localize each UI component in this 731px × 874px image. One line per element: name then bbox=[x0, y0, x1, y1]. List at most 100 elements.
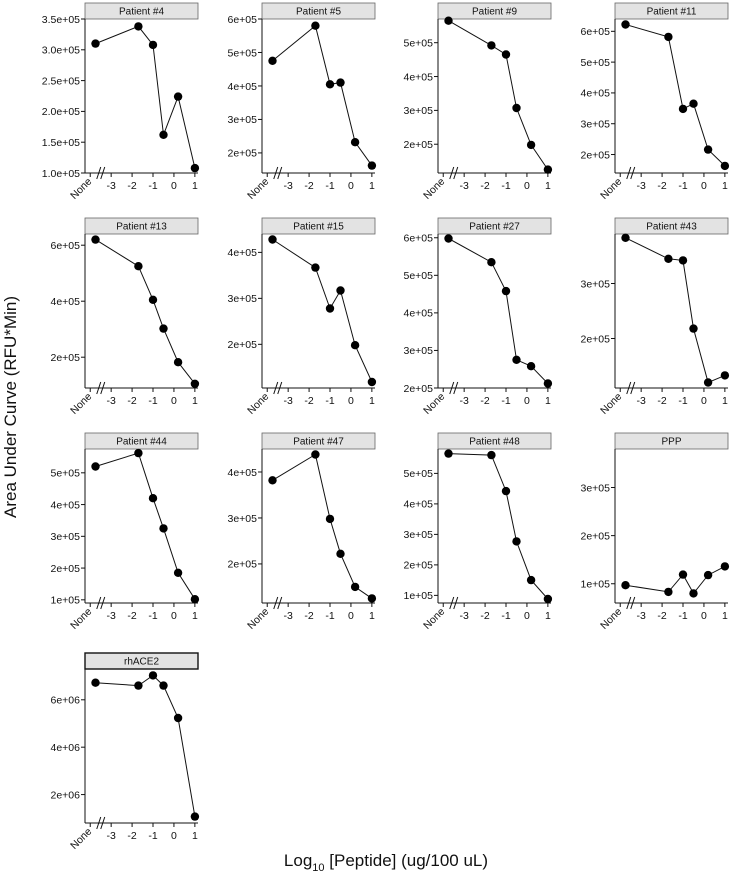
data-point bbox=[526, 362, 536, 371]
facet-strip bbox=[437, 2, 552, 20]
axis-break-mark bbox=[630, 166, 636, 180]
data-point bbox=[512, 355, 521, 364]
x-tick-label: -2 bbox=[127, 610, 136, 622]
y-tick-label: 1.5e+05 bbox=[42, 137, 80, 149]
y-tick-label: 6e+05 bbox=[404, 233, 434, 245]
data-point bbox=[311, 450, 320, 459]
y-tick-label: 4e+05 bbox=[404, 308, 434, 320]
data-point bbox=[159, 681, 168, 690]
data-point bbox=[543, 379, 553, 388]
data-point bbox=[512, 537, 521, 546]
axis-break-mark bbox=[273, 596, 279, 610]
facet-title: Patient #43 bbox=[646, 222, 697, 233]
data-point bbox=[91, 39, 100, 48]
facet-strip bbox=[614, 217, 729, 235]
x-tick-label: -3 bbox=[106, 395, 115, 407]
data-point bbox=[350, 138, 360, 147]
x-tick-label: -3 bbox=[283, 610, 292, 622]
data-point bbox=[501, 286, 511, 296]
data-point bbox=[173, 358, 183, 367]
series-line bbox=[95, 239, 196, 385]
data-point bbox=[487, 450, 496, 460]
data-point bbox=[173, 713, 183, 723]
y-tick-label: 2e+05 bbox=[581, 333, 611, 345]
data-point bbox=[268, 476, 277, 485]
data-point bbox=[190, 163, 200, 173]
x-tick-label: None bbox=[68, 826, 94, 852]
x-tick-label: -2 bbox=[304, 180, 313, 192]
y-tick-label: 6e+06 bbox=[51, 695, 81, 707]
x-tick-label: 0 bbox=[524, 395, 530, 407]
facet-strip bbox=[437, 217, 552, 235]
y-axis-label: Area Under Curve (RFU*Min) bbox=[1, 296, 20, 518]
series-line bbox=[625, 565, 726, 595]
data-point bbox=[148, 40, 158, 50]
data-point bbox=[91, 462, 100, 471]
facet-panel: Patient #9 2e+05 3e+05 4e+05 5e+05 None -3 -2 -1… bbox=[404, 2, 553, 202]
y-tick-label: 4e+05 bbox=[51, 499, 81, 511]
facet-title: Patient #27 bbox=[469, 222, 520, 233]
x-tick-label: 0 bbox=[171, 180, 177, 192]
y-tick-label: 2e+05 bbox=[404, 383, 434, 395]
data-point bbox=[173, 92, 183, 101]
facet-panel: Patient #48 1e+05 2e+05 3e+05 4e+05 5e+05 None… bbox=[404, 432, 553, 632]
x-tick-label: -3 bbox=[106, 610, 115, 622]
y-tick-label: 3.5e+05 bbox=[42, 14, 80, 26]
y-tick-label: 6e+05 bbox=[51, 240, 81, 252]
facet-title: PPP bbox=[661, 437, 681, 448]
y-tick-label: 1.0e+05 bbox=[42, 168, 80, 180]
facet-panels: Patient #4 1.0e+05 1.5e+05 2.0e+05 2.5e+05 3.… bbox=[42, 2, 730, 852]
x-tick-label: -1 bbox=[501, 395, 510, 407]
x-tick-label: 1 bbox=[192, 180, 198, 192]
facet-strip bbox=[261, 2, 376, 20]
data-point bbox=[190, 595, 200, 604]
series-line bbox=[448, 453, 549, 600]
y-tick-label: 2e+06 bbox=[51, 789, 81, 801]
y-tick-label: 2e+05 bbox=[404, 139, 434, 151]
x-tick-label: None bbox=[598, 391, 624, 417]
y-tick-label: 4e+05 bbox=[228, 81, 258, 93]
data-point bbox=[678, 570, 688, 579]
data-point bbox=[664, 32, 673, 42]
series-line bbox=[448, 20, 549, 170]
x-tick-label: -1 bbox=[325, 610, 334, 622]
series-line bbox=[625, 24, 726, 167]
y-tick-label: 3e+05 bbox=[228, 513, 258, 525]
data-point bbox=[159, 130, 168, 139]
y-tick-label: 5e+05 bbox=[404, 468, 434, 480]
x-tick-label: 1 bbox=[545, 180, 551, 192]
axis-break-mark bbox=[630, 596, 636, 610]
data-point bbox=[134, 262, 143, 271]
data-point bbox=[720, 562, 730, 571]
y-tick-label: 3e+05 bbox=[581, 278, 611, 290]
y-tick-label: 2e+05 bbox=[228, 148, 258, 160]
x-tick-label: -2 bbox=[127, 830, 136, 842]
x-tick-label: -3 bbox=[106, 180, 115, 192]
facet-title: Patient #5 bbox=[296, 7, 341, 18]
x-tick-label: -3 bbox=[636, 180, 645, 192]
x-tick-label: 0 bbox=[171, 395, 177, 407]
facet-strip bbox=[84, 432, 199, 450]
facet-panel: Patient #272e+053e+054e+055e+056e+05None… bbox=[404, 217, 553, 417]
data-point bbox=[678, 256, 688, 265]
data-point bbox=[134, 22, 143, 31]
data-point bbox=[350, 582, 360, 592]
data-point bbox=[311, 21, 320, 30]
x-tick-label: -3 bbox=[283, 180, 292, 192]
y-tick-label: 3e+05 bbox=[581, 482, 611, 494]
x-tick-label: 1 bbox=[545, 395, 551, 407]
series-line bbox=[625, 237, 726, 384]
axis-break-mark bbox=[453, 596, 459, 610]
x-tick-label: -1 bbox=[148, 395, 157, 407]
y-tick-label: 4e+05 bbox=[404, 71, 434, 83]
x-tick-label: -1 bbox=[325, 180, 334, 192]
data-point bbox=[526, 140, 536, 150]
data-point bbox=[336, 286, 345, 295]
x-tick-label: -2 bbox=[480, 395, 489, 407]
y-tick-label: 3e+05 bbox=[404, 105, 434, 117]
x-tick-label: None bbox=[245, 391, 271, 417]
data-point bbox=[703, 145, 713, 154]
data-point bbox=[325, 80, 335, 89]
y-tick-label: 4e+05 bbox=[228, 467, 258, 479]
